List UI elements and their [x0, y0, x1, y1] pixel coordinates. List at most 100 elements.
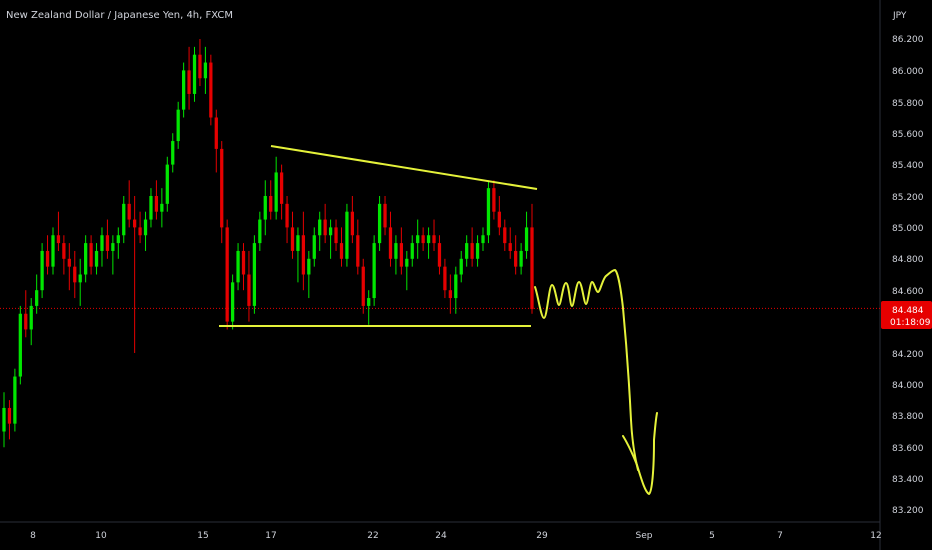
candle-down: [209, 62, 213, 118]
candle-down: [492, 188, 496, 212]
descending-trendline: [270, 145, 538, 190]
candle-down: [89, 243, 93, 267]
candle-down: [503, 227, 507, 244]
candle-up: [328, 227, 333, 236]
candle-down: [323, 219, 327, 236]
candle-up: [454, 274, 458, 299]
candle-up: [426, 235, 431, 244]
candle-up: [318, 219, 322, 236]
time-tick: 15: [197, 531, 208, 541]
candle-up: [143, 219, 148, 236]
candle-up: [203, 62, 208, 79]
candle-up: [165, 164, 169, 204]
candle-down: [45, 250, 50, 267]
time-tick: 24: [435, 531, 447, 541]
candle-down: [154, 196, 159, 212]
candle-down: [497, 211, 501, 228]
candle-up: [405, 258, 409, 267]
candle-down: [301, 235, 306, 275]
candle-up: [459, 258, 463, 275]
candle-down: [24, 313, 28, 330]
candle-up: [312, 235, 316, 259]
candle-up: [367, 298, 371, 306]
candle-down: [514, 250, 518, 267]
price-tick: 83.800: [892, 412, 924, 422]
candle-up: [394, 243, 398, 259]
price-axis[interactable]: 86.200 86.000 85.800 85.600 85.400 85.20…: [892, 35, 924, 516]
candle-up: [274, 172, 278, 212]
candle-up: [111, 243, 115, 251]
candle-up: [372, 243, 376, 299]
candle-up: [481, 235, 485, 244]
candle-down: [290, 227, 295, 251]
time-tick: 29: [536, 531, 548, 541]
candle-down: [399, 243, 403, 267]
price-tick: 85.400: [892, 161, 924, 171]
price-tick: 86.200: [892, 35, 924, 45]
candle-down: [138, 227, 142, 236]
time-tick: 17: [265, 531, 276, 541]
candle-down: [361, 266, 365, 306]
candle-down: [448, 290, 452, 299]
candle-up: [236, 250, 240, 283]
candle-down: [127, 203, 131, 220]
time-axis[interactable]: 8 10 15 17 22 24 29 Sep 5 7 12: [30, 531, 882, 541]
candle-down: [334, 227, 338, 244]
projected-path-drawing: [534, 269, 639, 471]
time-tick: 10: [95, 531, 107, 541]
candle-down: [198, 54, 202, 79]
candle-up: [94, 250, 99, 267]
candle-down: [241, 250, 246, 275]
price-tick: 83.600: [892, 444, 924, 454]
price-tick: 84.000: [892, 381, 924, 391]
currency-label: JPY: [892, 11, 907, 21]
candle-down: [388, 227, 393, 259]
candle-up: [486, 188, 491, 236]
candle-down: [356, 235, 360, 267]
price-tick: 83.400: [892, 475, 924, 485]
candle-up: [176, 109, 180, 142]
candle-up: [307, 258, 311, 275]
price-tick: 84.600: [892, 287, 924, 297]
candle-down: [279, 172, 284, 204]
candle-up: [296, 235, 300, 251]
drawings-layer: [219, 145, 658, 495]
candle-up: [171, 141, 175, 165]
candle-down: [432, 235, 436, 244]
price-tick: 84.200: [892, 350, 924, 360]
candle-up: [84, 243, 88, 275]
candle-up: [410, 243, 414, 259]
price-tick: 85.600: [892, 130, 924, 140]
candle-down: [187, 70, 191, 94]
chart-title: New Zealand Dollar / Japanese Yen, 4h, F…: [6, 10, 233, 21]
price-tag-background: [881, 301, 932, 329]
candle-up: [18, 313, 22, 377]
last-price-value: 84.484: [892, 306, 924, 316]
candle-up: [40, 250, 44, 291]
candle-down: [214, 117, 218, 149]
candle-down: [339, 243, 344, 259]
candle-down: [421, 235, 425, 244]
candle-up: [13, 376, 17, 424]
time-tick: 22: [367, 531, 378, 541]
last-price-tag: 84.484 01:18:09: [881, 301, 932, 329]
candle-up: [160, 203, 164, 212]
price-tick: 84.800: [892, 255, 924, 265]
candle-up: [263, 196, 267, 220]
candle-up: [377, 203, 382, 244]
time-tick: 8: [30, 531, 36, 541]
candle-down: [443, 266, 447, 291]
candle-up: [100, 235, 104, 251]
down-arrow-drawing: [622, 412, 658, 495]
time-tick: 5: [709, 531, 715, 541]
candle-down: [350, 211, 355, 236]
candle-down: [133, 219, 137, 228]
candle-down: [470, 243, 474, 259]
candle-down: [220, 148, 224, 228]
candle-down: [56, 235, 61, 244]
candle-up: [116, 235, 120, 244]
candle-up: [181, 70, 186, 110]
candle-down: [67, 258, 71, 267]
